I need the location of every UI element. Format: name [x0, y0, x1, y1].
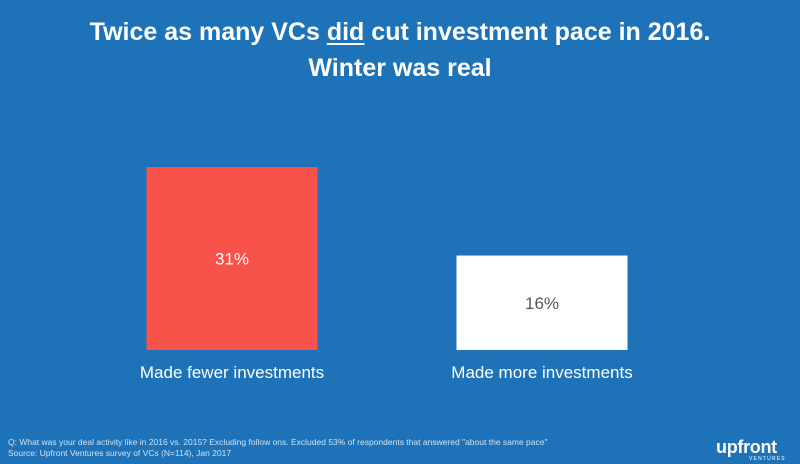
title-line-2: Winter was real — [308, 54, 492, 82]
upfront-logo: upfront — [716, 437, 777, 457]
bar-value-label-2: 16% — [525, 294, 559, 313]
bar-value-label-1: 31% — [215, 250, 249, 269]
category-label-2: Made more investments — [451, 363, 632, 382]
title-line-1: Twice as many VCs did cut investment pac… — [0, 14, 800, 50]
bar-2 — [456, 255, 628, 350]
chart-title: Twice as many VCs did cut investment pac… — [0, 14, 800, 86]
title-text-2: cut investment pace in 2016. — [364, 18, 711, 46]
bar-1 — [146, 167, 318, 350]
category-label-1: Made fewer investments — [140, 363, 324, 382]
upfront-logo-sub: VENTURES — [749, 456, 786, 462]
title-text-1: Twice as many — [89, 18, 272, 46]
footnote-question: Q: What was your deal activity like in 2… — [8, 437, 548, 447]
footnote-source: Source: Upfront Ventures survey of VCs (… — [8, 448, 232, 458]
title-did-underlined: did — [326, 18, 365, 46]
title-vcs: VCs — [271, 18, 320, 46]
